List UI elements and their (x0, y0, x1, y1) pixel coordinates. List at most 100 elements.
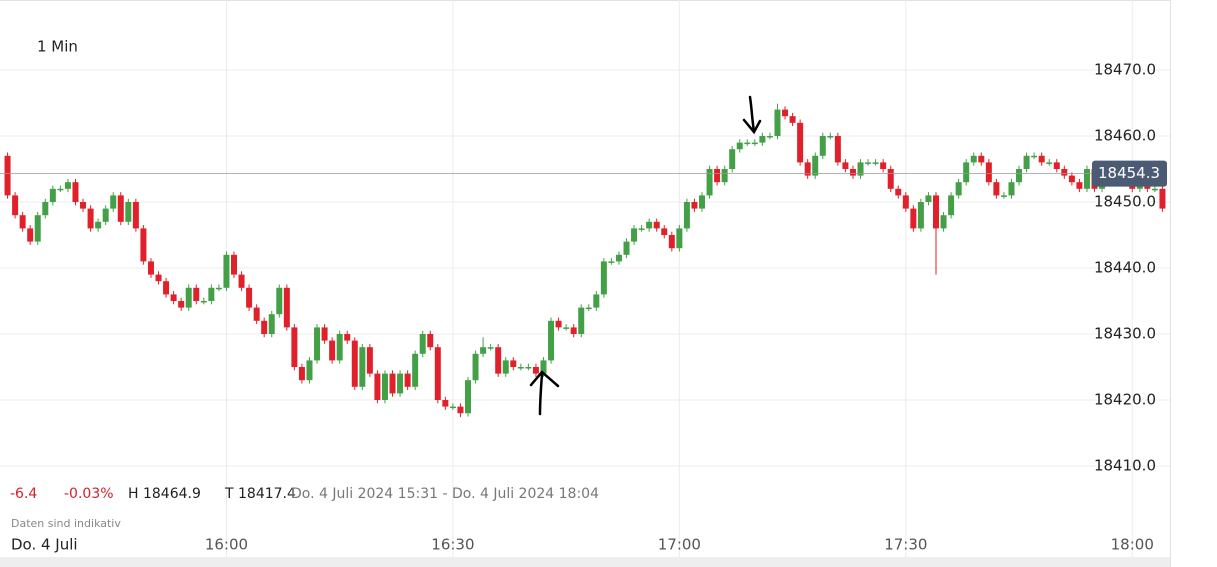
candle-body (532, 367, 539, 374)
candle-body (140, 228, 147, 262)
candle-body (170, 294, 177, 301)
candle-body (683, 202, 690, 229)
candle-body (80, 202, 87, 209)
candle-body (246, 287, 253, 308)
candle-body (117, 195, 124, 222)
y-tick-label: 18420.0 (1094, 391, 1156, 409)
candle-body (291, 327, 298, 367)
x-tick-label: 18:00 (1111, 536, 1154, 554)
candle-body (381, 373, 388, 400)
candle-body (782, 109, 789, 117)
candle-body (283, 287, 290, 328)
date-range: Do. 4 Juli 2024 15:31 - Do. 4 Juli 2024 … (291, 486, 599, 502)
candle-body (87, 208, 94, 229)
annotation-arrow-down (742, 95, 762, 135)
candle-body (819, 136, 826, 156)
candle-body (427, 334, 434, 348)
candle-body (578, 307, 585, 334)
candle-body (880, 162, 887, 169)
candle-body (593, 294, 600, 308)
candle-body (442, 400, 449, 407)
candle-body (1061, 169, 1068, 176)
candle-body (910, 208, 917, 229)
candle-body (608, 261, 615, 263)
grid (0, 0, 1170, 557)
candle-body (849, 169, 856, 176)
candle-body (366, 347, 373, 374)
candle-body (72, 182, 79, 202)
candle-body (19, 215, 26, 229)
candle-body (517, 367, 524, 369)
annotation-arrow-up (529, 370, 560, 416)
y-tick-label: 18470.0 (1094, 61, 1156, 79)
candle-body (457, 406, 464, 414)
candle-body (600, 261, 607, 295)
candle-body (668, 235, 675, 249)
candle-body (336, 334, 343, 361)
interval-label: 1 Min (37, 38, 78, 56)
candle-body (857, 162, 864, 176)
candle-body (865, 162, 872, 164)
candle-body (449, 406, 456, 409)
candle-body (359, 347, 366, 387)
candle-body (321, 327, 328, 341)
candle-body (940, 215, 947, 229)
candle-body (804, 162, 811, 176)
candle-body (872, 162, 879, 164)
candle-body (1008, 182, 1015, 196)
date-label: Do. 4 Juli (11, 536, 78, 554)
candle-body (102, 208, 109, 222)
candle-body (721, 169, 728, 183)
candle-body (480, 347, 487, 354)
candle-body (298, 367, 305, 381)
y-tick-label: 18430.0 (1094, 325, 1156, 343)
candle-body (374, 373, 381, 400)
candle-body (268, 314, 275, 334)
candle-body (253, 307, 260, 321)
candle-body (585, 307, 592, 310)
candle-body (834, 136, 841, 163)
candle-body (1159, 188, 1166, 209)
candle-body (1016, 169, 1023, 183)
candle-body (12, 195, 19, 216)
candle-body (1068, 175, 1075, 183)
candle-body (110, 195, 117, 209)
y-tick-label: 18440.0 (1094, 259, 1156, 277)
candle-body (1023, 155, 1030, 169)
candle-body (397, 373, 404, 394)
candle-body (200, 301, 207, 303)
x-tick-label: 16:30 (431, 536, 474, 554)
candle-body (57, 188, 64, 191)
candle-body (351, 340, 358, 387)
x-tick-label: 17:30 (884, 536, 927, 554)
candle-body (27, 228, 34, 242)
high-label: H 18464.9 (128, 486, 201, 502)
candle-body (751, 142, 758, 145)
candle-body (646, 221, 653, 229)
candle-body (215, 287, 222, 290)
y-tick-label: 18450.0 (1094, 193, 1156, 211)
candle-body (744, 142, 751, 145)
candle-body (163, 281, 170, 295)
candle-body (412, 353, 419, 387)
scroll-strip (0, 557, 1170, 567)
candle-body (759, 136, 766, 143)
candle-body (1053, 162, 1060, 169)
candle-body (963, 162, 970, 183)
candle-body (766, 136, 773, 138)
candle-body (125, 202, 132, 222)
candle-body (147, 261, 154, 275)
candle-body (306, 360, 313, 381)
candle-body (925, 195, 932, 202)
candle-body (261, 320, 268, 334)
candle-body (344, 334, 351, 341)
last-price-badge (1092, 160, 1167, 187)
change-pct: -0.03% (64, 486, 114, 502)
candle-body (329, 340, 336, 361)
candle-body (510, 360, 517, 367)
candle-body (231, 254, 237, 275)
candle-body (729, 149, 736, 169)
candle-body (178, 301, 185, 308)
candle-body (902, 195, 909, 209)
